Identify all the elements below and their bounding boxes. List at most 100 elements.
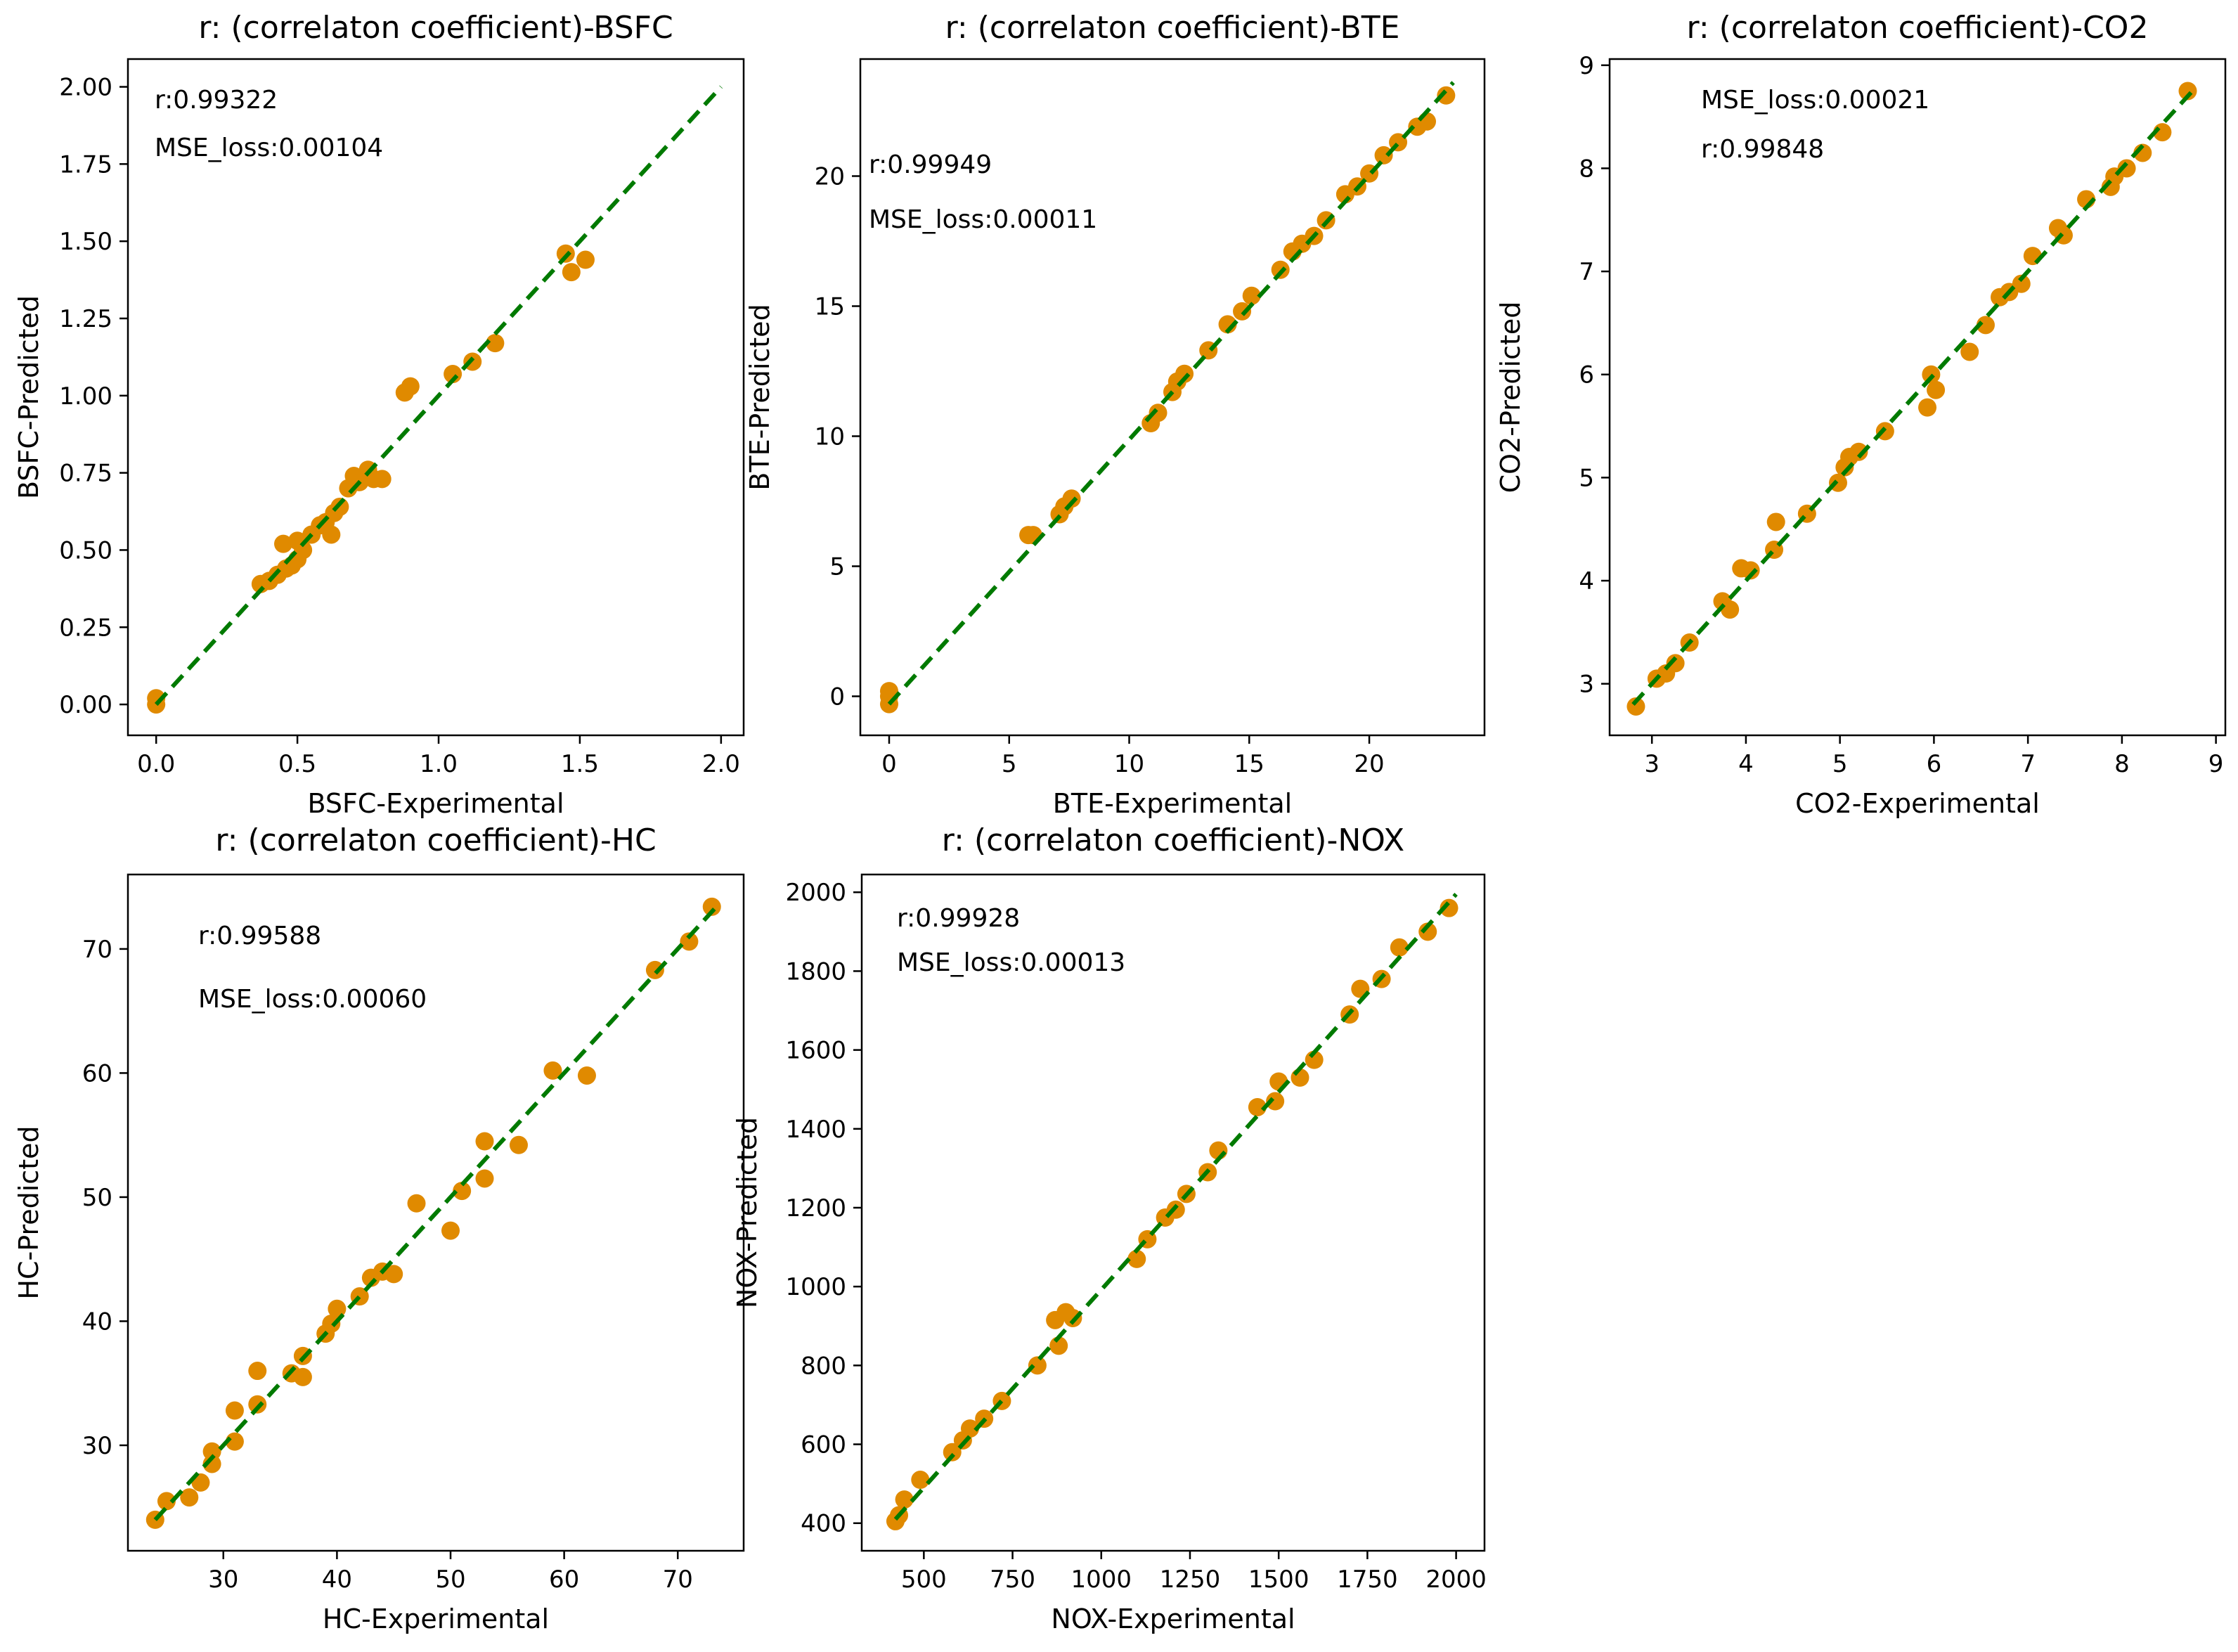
y-axis-label: CO2-Predicted bbox=[1495, 302, 1526, 493]
x-axis-label: BTE-Experimental bbox=[1053, 788, 1292, 819]
annotation-1: r:0.99322 bbox=[155, 86, 278, 115]
data-point bbox=[486, 334, 505, 353]
data-point bbox=[1390, 938, 1409, 957]
chart-title: r: (correlaton coefficient)-BSFC bbox=[198, 10, 673, 46]
y-tick-label: 400 bbox=[801, 1510, 846, 1538]
y-axis-label: BTE-Predicted bbox=[744, 304, 775, 490]
data-point bbox=[543, 1061, 562, 1080]
data-point bbox=[407, 1194, 426, 1213]
data-point bbox=[577, 1066, 596, 1085]
y-tick-label: 7 bbox=[1579, 258, 1594, 286]
x-tick-label: 5 bbox=[1832, 750, 1848, 778]
axes-frame bbox=[860, 873, 1486, 1552]
data-point bbox=[475, 1132, 494, 1151]
data-point bbox=[202, 1442, 221, 1461]
x-tick-label: 7 bbox=[2020, 750, 2036, 778]
y-tick-label: 1200 bbox=[785, 1194, 846, 1222]
x-tick-label: 3 bbox=[1644, 750, 1660, 778]
subplot-5: r: (correlaton coefficient)-NOX 500 750 100… bbox=[732, 822, 1487, 1634]
y-tick-label: 0 bbox=[829, 683, 845, 711]
data-point bbox=[879, 682, 898, 701]
data-points bbox=[1626, 82, 2197, 716]
data-point bbox=[147, 689, 166, 708]
data-point bbox=[1242, 286, 1261, 305]
y-tick-label: 1.75 bbox=[59, 150, 112, 179]
data-point bbox=[1062, 489, 1081, 508]
y-tick-label: 0.25 bbox=[59, 614, 112, 642]
x-tick-label: 0.0 bbox=[137, 750, 175, 778]
y-tick-label: 1600 bbox=[785, 1037, 846, 1065]
data-point bbox=[645, 960, 664, 979]
axes-frame bbox=[127, 873, 745, 1552]
data-point bbox=[401, 377, 420, 396]
x-tick-label: 500 bbox=[901, 1566, 947, 1594]
data-point bbox=[384, 1265, 403, 1284]
data-point bbox=[294, 541, 313, 560]
data-point bbox=[1028, 1356, 1047, 1375]
chart-title: r: (correlaton coefficient)-CO2 bbox=[1687, 10, 2149, 46]
data-point bbox=[1437, 86, 1456, 105]
x-tick-label: 9 bbox=[2208, 750, 2224, 778]
fit-line bbox=[1631, 89, 2194, 706]
y-tick-label: 1000 bbox=[785, 1273, 846, 1301]
data-point bbox=[248, 1362, 267, 1381]
data-point bbox=[1418, 922, 1437, 941]
data-point bbox=[444, 365, 463, 384]
x-tick-label: 750 bbox=[990, 1566, 1035, 1594]
subplot-3: r: (correlaton coefficient)-CO2 3 4 5 6 7 8 9 3 4… bbox=[1495, 10, 2227, 819]
data-point bbox=[1960, 342, 1979, 361]
x-tick-label: 1.5 bbox=[561, 750, 599, 778]
y-tick-label: 1.00 bbox=[59, 382, 112, 411]
y-tick-label: 60 bbox=[82, 1059, 112, 1088]
data-point bbox=[225, 1432, 244, 1451]
x-tick-label: 8 bbox=[2114, 750, 2130, 778]
data-point bbox=[1721, 600, 1740, 619]
data-point bbox=[1418, 112, 1437, 131]
y-axis-label: BSFC-Predicted bbox=[13, 295, 44, 499]
x-tick-label: 15 bbox=[1234, 750, 1264, 778]
annotation-2: MSE_loss:0.00060 bbox=[198, 985, 427, 1014]
data-point bbox=[1248, 1097, 1267, 1116]
data-point bbox=[2117, 159, 2136, 178]
data-point bbox=[1149, 404, 1167, 422]
annotation-2: MSE_loss:0.00104 bbox=[155, 134, 383, 162]
y-tick-label: 70 bbox=[82, 936, 112, 964]
data-point bbox=[1927, 380, 1946, 399]
y-tick-label: 30 bbox=[82, 1432, 112, 1460]
subplot-1: r: (correlaton coefficient)-BSFC 0.0 0.5 1.… bbox=[13, 10, 745, 819]
x-tick-label: 40 bbox=[322, 1566, 352, 1594]
data-point bbox=[1666, 654, 1685, 673]
y-tick-label: 0.75 bbox=[59, 460, 112, 488]
data-point bbox=[1976, 316, 1995, 335]
y-tick-label: 9 bbox=[1579, 52, 1594, 80]
data-point bbox=[373, 470, 392, 489]
subplot-2: r: (correlaton coefficient)-BTE 0 5 10 15 20 0… bbox=[744, 10, 1486, 819]
x-tick-label: 10 bbox=[1114, 750, 1144, 778]
axes-frame bbox=[1608, 58, 2227, 737]
y-tick-label: 6 bbox=[1579, 361, 1594, 389]
data-point bbox=[274, 534, 293, 553]
x-tick-label: 2.0 bbox=[702, 750, 740, 778]
x-tick-label: 0 bbox=[881, 750, 897, 778]
x-tick-label: 60 bbox=[549, 1566, 579, 1594]
y-tick-label: 5 bbox=[1579, 464, 1594, 492]
y-tick-label: 8 bbox=[1579, 155, 1594, 183]
annotation-2: MSE_loss:0.00011 bbox=[869, 205, 1097, 234]
data-point bbox=[453, 1182, 472, 1201]
data-point bbox=[1049, 1336, 1068, 1355]
fit-line bbox=[887, 81, 1455, 706]
data-point bbox=[1127, 1249, 1146, 1268]
data-point bbox=[895, 1490, 914, 1509]
x-axis-label: NOX-Experimental bbox=[1051, 1603, 1295, 1634]
x-tick-label: 1750 bbox=[1337, 1566, 1398, 1594]
y-axis-label: HC-Predicted bbox=[13, 1125, 44, 1299]
annotation-1: r:0.99588 bbox=[198, 922, 321, 950]
y-tick-label: 3 bbox=[1579, 671, 1594, 699]
chart-title: r: (correlaton coefficient)-NOX bbox=[942, 822, 1404, 858]
data-point bbox=[1741, 561, 1760, 580]
y-tick-label: 1800 bbox=[785, 957, 846, 986]
y-tick-label: 0.00 bbox=[59, 691, 112, 719]
y-tick-label: 20 bbox=[815, 163, 845, 191]
data-point bbox=[1766, 512, 1785, 531]
